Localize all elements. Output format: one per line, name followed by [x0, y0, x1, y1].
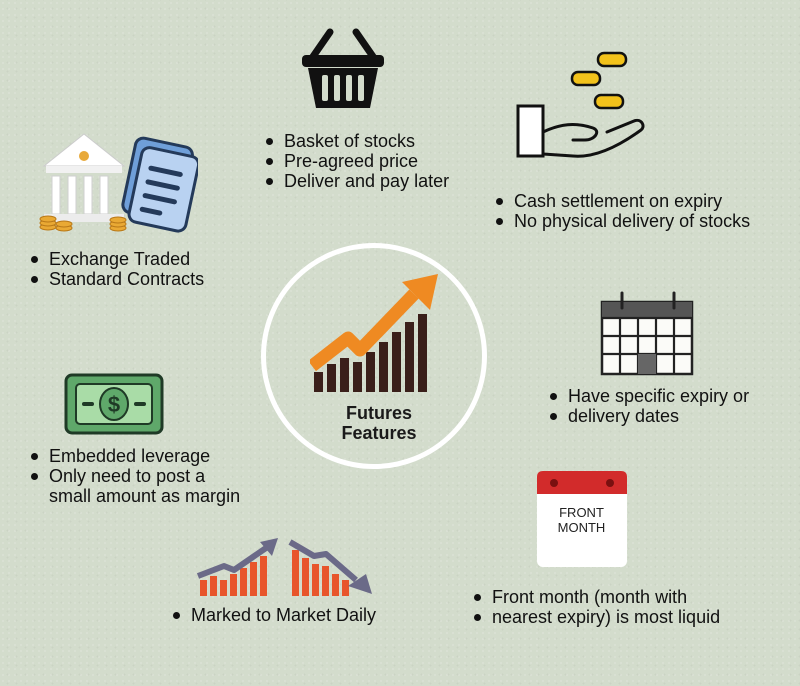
bullet-exchange-traded: Exchange Traded — [27, 249, 204, 269]
up-down-chart-icon — [196, 538, 372, 596]
dollar-bill-icon: $ — [64, 373, 164, 435]
calendar-icon — [600, 291, 694, 376]
basket-icon — [302, 28, 384, 108]
bullet-no-physical-delivery: No physical delivery of stocks — [492, 211, 750, 231]
mtm-feature: Marked to Market Daily — [169, 605, 376, 625]
bullet-specific-expiry: Have specific expiry or — [546, 386, 749, 406]
bullet-marked-to-market: Marked to Market Daily — [169, 605, 376, 625]
center-title: Futures Features — [310, 403, 448, 443]
calendar-page-line1: FRONT — [559, 505, 604, 520]
leverage-feature: Embedded leverage Only need to post a sm… — [27, 446, 240, 506]
bullet-post-small-amount: Only need to post a — [27, 466, 240, 486]
bullet-pre-agreed-price: Pre-agreed price — [262, 151, 449, 171]
bullet-margin-continuation: small amount as margin — [49, 486, 241, 506]
expiry-feature: Have specific expiry or delivery dates — [546, 386, 749, 426]
svg-text:$: $ — [108, 392, 120, 417]
front-month-feature: Front month (month with nearest expiry) … — [470, 587, 720, 627]
exchange-feature: Exchange Traded Standard Contracts — [27, 249, 204, 289]
bullet-embedded-leverage: Embedded leverage — [27, 446, 240, 466]
center-circle — [261, 243, 487, 469]
bank-document-icon — [39, 133, 198, 233]
bullet-delivery-dates: delivery dates — [546, 406, 749, 426]
center-title-line1: Futures — [345, 403, 412, 423]
basket-feature: Basket of stocks Pre-agreed price Delive… — [262, 131, 449, 191]
growth-chart-icon — [310, 274, 438, 392]
calendar-page-label: FRONT MONTH — [538, 505, 625, 535]
bullet-standard-contracts: Standard Contracts — [27, 269, 204, 289]
bullet-most-liquid: nearest expiry) is most liquid — [470, 607, 720, 627]
hand-coins-icon — [516, 51, 645, 158]
calendar-page-icon — [537, 471, 627, 567]
bullet-front-month: Front month (month with — [470, 587, 720, 607]
bullet-basket-of-stocks: Basket of stocks — [262, 131, 449, 151]
cash-feature: Cash settlement on expiry No physical de… — [492, 191, 750, 231]
calendar-page-line2: MONTH — [557, 520, 606, 535]
bullet-deliver-pay-later: Deliver and pay later — [262, 171, 449, 191]
bullet-cash-settlement: Cash settlement on expiry — [492, 191, 750, 211]
center-title-line2: Features — [341, 423, 417, 443]
